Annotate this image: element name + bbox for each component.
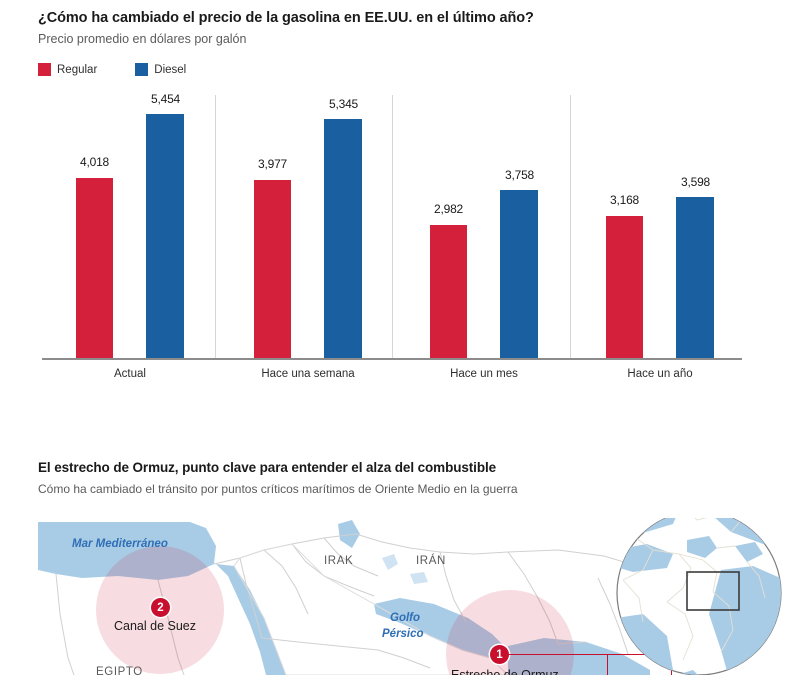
globe-inset	[613, 518, 785, 675]
bar-value-diesel-actual: 5,454	[150, 92, 181, 106]
category-label-hace-un-mes: Hace un mes	[450, 368, 518, 380]
chart-subtitle: Precio promedio en dólares por galón	[38, 32, 247, 46]
bar-diesel-hace-un-mes[interactable]	[500, 190, 538, 358]
small-lake-shape	[382, 554, 398, 570]
globe-highlight-rectangle	[686, 571, 740, 611]
bar-value-diesel-hace-un-ano: 3,598	[680, 175, 711, 189]
red-sea-water-shape	[216, 564, 286, 675]
globe-inset-svg	[616, 518, 782, 675]
bar-value-regular-hace-una-semana: 3,977	[257, 157, 288, 171]
square-swatch-icon-diesel	[135, 63, 149, 76]
bar-group-actual	[76, 95, 184, 358]
bar-diesel-hace-una-semana[interactable]	[324, 119, 362, 358]
group-separator-3	[570, 95, 571, 358]
caspian-water-shape	[338, 520, 360, 548]
legend-label-diesel: Diesel	[154, 63, 187, 76]
chart-title: ¿Cómo ha cambiado el precio de la gasoli…	[38, 10, 534, 26]
category-label-hace-una-semana: Hace una semana	[261, 368, 355, 380]
group-separator-1	[215, 95, 216, 358]
legend-item-diesel[interactable]: Diesel	[135, 63, 186, 76]
arabian-peninsula-outline	[233, 543, 509, 675]
bar-diesel-actual[interactable]	[146, 114, 184, 358]
category-label-actual: Actual	[114, 368, 146, 380]
mediterranean-water-shape	[38, 522, 216, 580]
bar-value-regular-hace-un-mes: 2,982	[433, 202, 464, 216]
legend-label-regular: Regular	[57, 63, 98, 76]
bar-group-hace-una-semana	[254, 95, 362, 358]
map-marker-2-canal-de-suez[interactable]: 2	[151, 598, 170, 617]
bar-value-diesel-hace-un-mes: 3,758	[504, 168, 535, 182]
bar-regular-hace-un-ano[interactable]	[606, 216, 643, 358]
map-base-svg	[38, 520, 650, 675]
bar-group-hace-un-mes	[430, 95, 538, 358]
legend-item-regular[interactable]: Regular	[38, 63, 97, 76]
bar-value-regular-hace-un-ano: 3,168	[609, 193, 640, 207]
map-subtitle: Cómo ha cambiado el tránsito por puntos …	[38, 482, 518, 496]
small-lake-shape-2	[410, 572, 428, 584]
bar-diesel-hace-un-ano[interactable]	[676, 197, 714, 358]
map-canvas[interactable]: Mar Mediterráneo IRAK IRÁN EGIPTO Golfo …	[38, 518, 785, 675]
category-label-hace-un-ano: Hace un año	[627, 368, 693, 380]
bar-regular-hace-una-semana[interactable]	[254, 180, 291, 358]
chart-legend: Regular Diesel	[38, 63, 224, 76]
bar-chart-plot: 4,018 5,454 Actual 3,977 5,345 Hace una …	[42, 92, 742, 380]
bar-regular-hace-un-mes[interactable]	[430, 225, 467, 358]
bar-regular-actual[interactable]	[76, 178, 113, 358]
bar-group-hace-un-ano	[606, 95, 714, 358]
callout-leader-line	[509, 654, 609, 655]
x-axis-line	[42, 358, 742, 360]
persian-gulf-water-shape	[374, 598, 506, 658]
gulf-of-oman-water-shape	[508, 638, 650, 675]
group-separator-2	[392, 95, 393, 358]
bar-value-regular-actual: 4,018	[79, 155, 110, 169]
map-title: El estrecho de Ormuz, punto clave para e…	[38, 460, 497, 475]
ormuz-highlight-circle	[446, 590, 574, 675]
bar-value-diesel-hace-una-semana: 5,345	[328, 97, 359, 111]
square-swatch-icon-regular	[38, 63, 51, 76]
map-marker-1-estrecho-de-ormuz[interactable]: 1	[490, 645, 509, 664]
